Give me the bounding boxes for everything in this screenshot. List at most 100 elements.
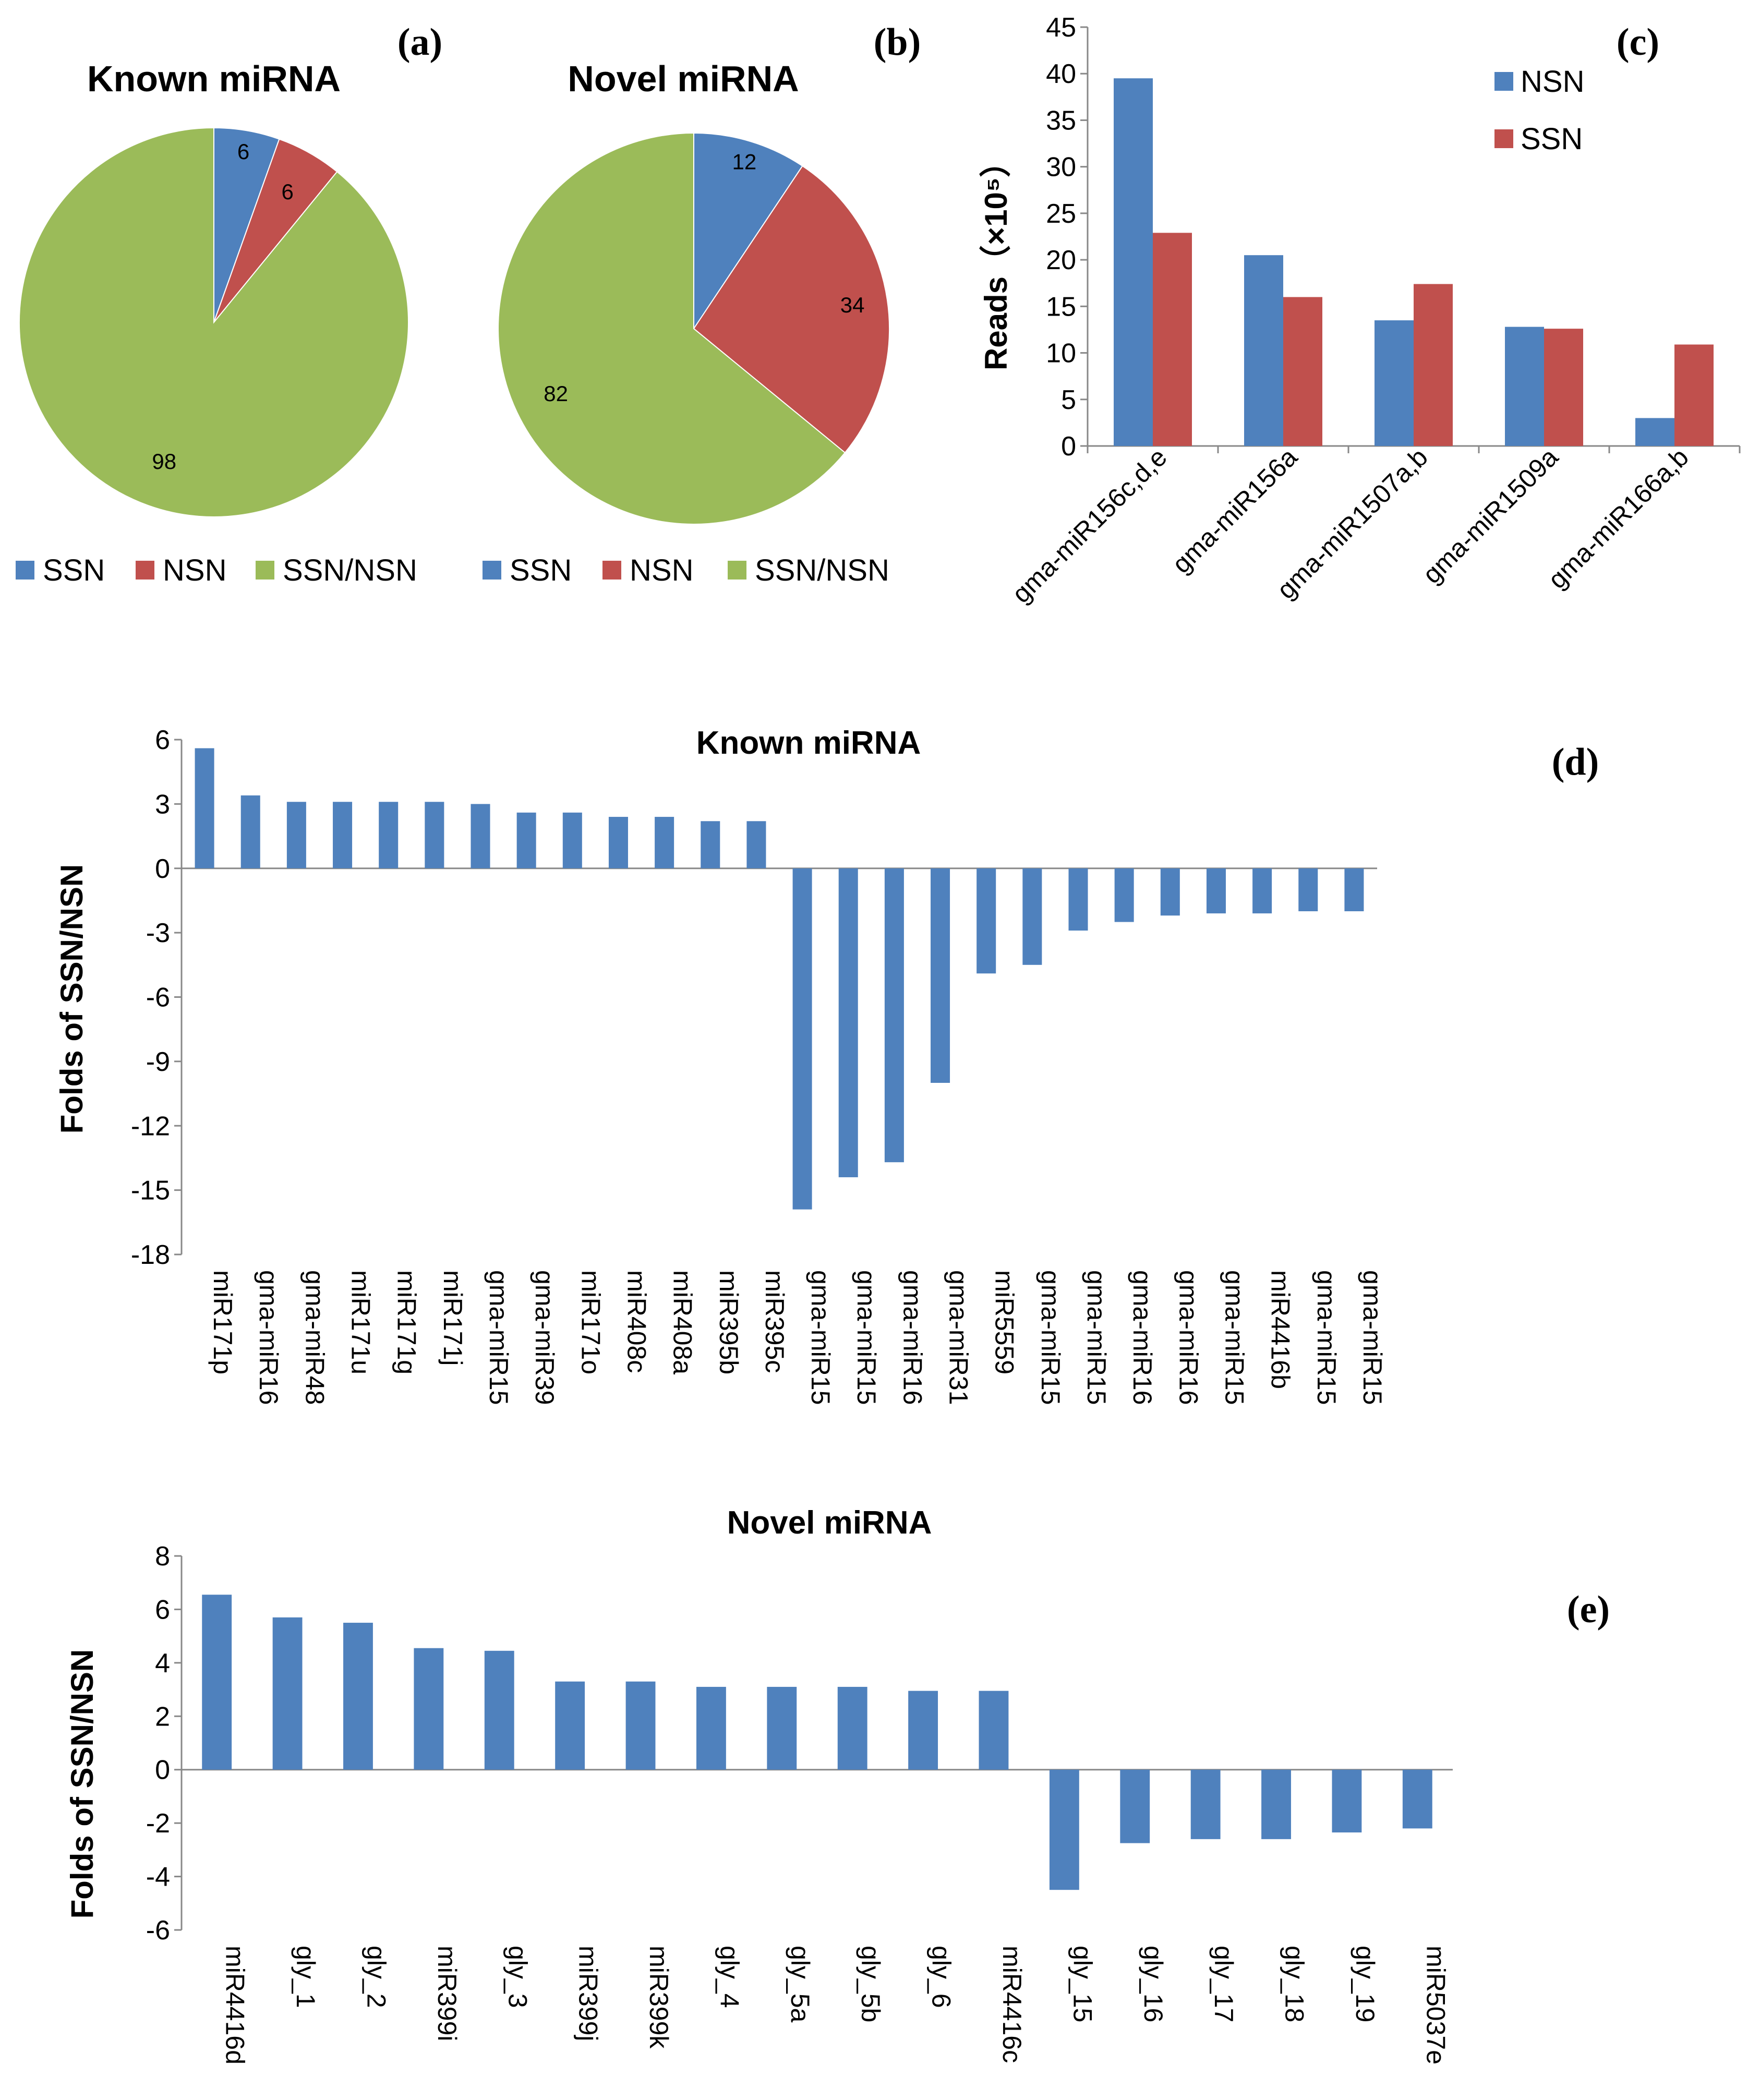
pie-b-slice-ssn-nsn (498, 132, 846, 525)
bars-d-bar-values-10 (655, 817, 674, 868)
panel-a: (a) Known miRNA 6 6 98 SSN NSN SSN/NSN (16, 21, 442, 587)
bars-d-bar-values-16 (931, 868, 950, 1083)
bars-e-bar-values-10 (908, 1691, 938, 1770)
pie-a-slice-ssn-nsn (19, 127, 409, 517)
bars-c-y-tick-label: 5 (1061, 385, 1076, 415)
bars-e-bar-values-14 (1190, 1769, 1221, 1839)
bars-e-bar-values-0 (202, 1595, 232, 1770)
bars-d-y-tick-label: 6 (155, 725, 170, 755)
bars-d-category-label: miR171p (208, 1270, 237, 1374)
pie-a: 6 6 98 (19, 127, 409, 517)
bars-c: 051015202530354045gma-miR156c,d,egma-miR… (1006, 13, 1741, 609)
bars-d-y-tick-label: -15 (131, 1176, 170, 1206)
pie-b-slice-nsn (693, 165, 890, 454)
bars-d-bar-values-17 (977, 868, 996, 974)
bars-d-bar-values-15 (884, 868, 904, 1163)
bars-e-bar-values-17 (1402, 1769, 1432, 1829)
bars-c-y-tick-label: 30 (1046, 152, 1076, 183)
bars-d-bar-values-4 (379, 802, 399, 868)
bars-e-bar-values-5 (555, 1681, 585, 1770)
bars-e-category-label: gly_1 (291, 1946, 320, 2008)
bars-d-category-label: miR171u (346, 1270, 376, 1374)
panel-e: (e) Novel miRNA Folds of SSN/NSN 8 6 4 2 0 -2… (65, 1505, 1610, 2065)
bars-c-y-tick-label: 35 (1046, 105, 1076, 136)
panel-d: (d) Known miRNA Folds of SSN/NSN 6 3 0 -3 -6… (54, 725, 1599, 1405)
bars-e-bar-values-7 (696, 1686, 726, 1770)
pie-a-value-label: 6 (282, 179, 294, 204)
bars-c-bar-ssn-1 (1283, 297, 1322, 446)
bars-d-bar-values-9 (608, 817, 628, 868)
bars-d-category-label: gma-miR15 (1358, 1270, 1387, 1405)
bars-e-bar-values-3 (414, 1648, 444, 1770)
bars-c-bar-nsn-3 (1505, 327, 1544, 446)
bars-d-category-label: gma-miR16 (254, 1270, 283, 1405)
bars-c-y-tick-label: 15 (1046, 292, 1076, 322)
bars-d-bar-values-0 (195, 748, 214, 868)
bars-e-y-tick-label: 2 (155, 1701, 170, 1732)
bars-d-bar-values-12 (746, 821, 766, 868)
bars-e-category-label: miR399k (644, 1946, 673, 2049)
legend-a: SSN NSN SSN/NSN (16, 553, 417, 587)
bars-c-bar-nsn-2 (1375, 320, 1414, 446)
bars-d-bar-values-7 (516, 812, 536, 868)
bars-d-category-label: miR395c (760, 1270, 789, 1373)
bars-e-category-label: miR399i (432, 1946, 462, 2041)
legend-c: NSN SSN (1494, 65, 1584, 156)
bars-e-category-label: gly_17 (1209, 1946, 1238, 2022)
bars-c-y-tick-label: 25 (1046, 199, 1076, 229)
bars-d-category-label: gma-miR15 (852, 1270, 881, 1405)
bars-d-category-label: gma-miR15 (1082, 1270, 1111, 1405)
bars-e-category-label: gly_3 (503, 1946, 532, 2008)
bars-e-bar-values-12 (1049, 1769, 1079, 1890)
bars-e-bar-values-6 (625, 1681, 656, 1770)
bars-d-category-label: miR171o (576, 1270, 605, 1374)
bars-c-y-tick-label: 40 (1046, 59, 1076, 89)
bars-d-bar-values-20 (1114, 868, 1134, 922)
bars-d-bar-values-21 (1160, 868, 1180, 916)
bars-d-bar-values-25 (1344, 868, 1364, 911)
panel-c: (c) Reads（×10⁵） 0 5 10 15 20 25 30 35 40 45 gma-mi… (979, 13, 1741, 609)
legend-b-swatch-ssn (483, 561, 501, 580)
panel-d-label: (d) (1552, 741, 1599, 783)
legend-a-swatch-nsn (136, 561, 154, 580)
bars-d-y-tick-label: -18 (131, 1240, 170, 1270)
bars-c-y-tick-label: 45 (1046, 13, 1076, 43)
bars-d: 6 3 0 -3 -6 -9 -12 -15 -18 miR171p gma-miR16 gma-mi… (131, 725, 1387, 1405)
bars-d-category-label: gma-miR16 (1128, 1270, 1157, 1405)
bars-e-bar-values-13 (1120, 1769, 1150, 1843)
bars-e-bar-values-11 (979, 1691, 1009, 1770)
bars-d-y-tick-label: -6 (146, 983, 170, 1013)
bars-d-y-tick-label: -9 (146, 1047, 170, 1077)
legend-b-both: SSN/NSN (755, 553, 889, 587)
bars-d-category-label: gma-miR48 (300, 1270, 329, 1405)
bars-d-y-tick-label: 0 (155, 854, 170, 884)
legend-b-nsn: NSN (630, 553, 693, 587)
legend-b-ssn: SSN (510, 553, 572, 587)
legend-c-swatch-nsn (1494, 72, 1513, 91)
bars-e-y-tick-label: -4 (146, 1862, 170, 1892)
bars-e-y-tick-label: 8 (155, 1541, 170, 1572)
legend-b-swatch-both (728, 561, 746, 580)
bars-d-bar-values-22 (1206, 868, 1226, 914)
bars-d-category-label: miR408a (668, 1270, 697, 1374)
panel-d-title: Known miRNA (696, 725, 921, 761)
bars-d-bar-values-1 (240, 795, 260, 868)
pie-b-value-label: 34 (840, 293, 865, 317)
bars-e-category-label: gly_5a (786, 1946, 815, 2023)
bars-d-category-label: miR4416b (1266, 1270, 1295, 1389)
bars-d-category-label: miR171g (392, 1270, 421, 1374)
legend-a-swatch-both (256, 561, 274, 580)
bars-e-y-tick-label: -6 (146, 1915, 170, 1946)
bars-c-bar-ssn-4 (1674, 344, 1714, 446)
bars-e-bar-values-8 (767, 1686, 797, 1770)
bars-c-bar-ssn-3 (1544, 329, 1583, 446)
bars-c-category-label: gma-miR156c,d,e (1006, 442, 1173, 609)
bars-e-bar-values-15 (1261, 1769, 1291, 1839)
bars-d-bar-values-2 (286, 802, 306, 868)
bars-d-category-label: gma-miR15 (484, 1270, 513, 1405)
bars-d-category-label: gma-miR15 (1312, 1270, 1341, 1405)
pie-b-value-label: 82 (544, 381, 568, 406)
panel-e-label: (e) (1567, 1588, 1610, 1631)
bars-d-bar-values-8 (562, 812, 582, 868)
